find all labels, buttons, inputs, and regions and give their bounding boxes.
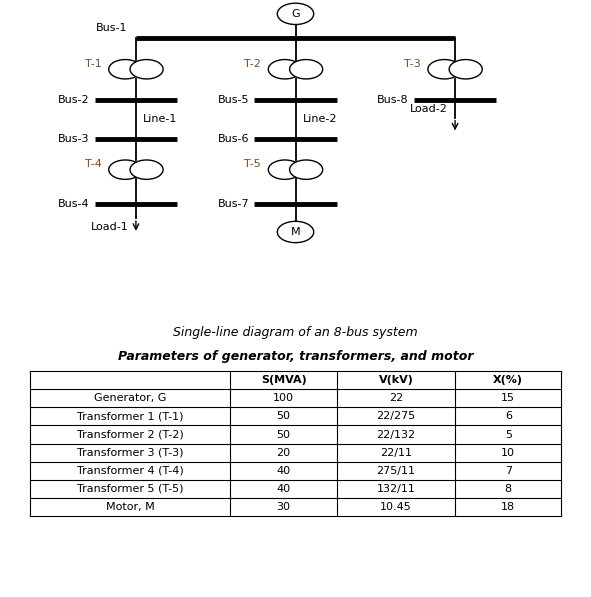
Circle shape [109, 160, 142, 179]
Circle shape [268, 160, 301, 179]
Text: Transformer 1 (T-1): Transformer 1 (T-1) [77, 411, 183, 421]
Text: T-5: T-5 [245, 159, 261, 170]
Circle shape [290, 60, 323, 79]
Circle shape [428, 60, 461, 79]
Text: Bus-7: Bus-7 [217, 199, 249, 210]
Circle shape [268, 60, 301, 79]
Text: Transformer 2 (T-2): Transformer 2 (T-2) [77, 429, 183, 439]
Text: 22: 22 [389, 393, 403, 404]
Text: 50: 50 [277, 411, 291, 421]
Text: 275/11: 275/11 [376, 466, 415, 476]
Text: 100: 100 [273, 393, 294, 404]
Text: Bus-8: Bus-8 [377, 96, 409, 106]
Text: 40: 40 [277, 466, 291, 476]
Circle shape [277, 3, 314, 24]
Text: M: M [291, 227, 300, 237]
Text: S(MVA): S(MVA) [261, 376, 307, 385]
Text: T-2: T-2 [244, 59, 261, 69]
Text: 15: 15 [501, 393, 515, 404]
Text: 8: 8 [505, 484, 512, 494]
Text: 40: 40 [277, 484, 291, 494]
Text: T-4: T-4 [85, 159, 102, 170]
Text: Motor, M: Motor, M [106, 501, 154, 512]
Text: 22/275: 22/275 [376, 411, 415, 421]
Text: 7: 7 [505, 466, 512, 476]
Text: T-3: T-3 [404, 59, 421, 69]
Text: Generator, G: Generator, G [94, 393, 166, 404]
Circle shape [290, 160, 323, 179]
Circle shape [130, 60, 163, 79]
Text: 18: 18 [501, 501, 515, 512]
Text: Line-1: Line-1 [143, 115, 177, 124]
Circle shape [277, 221, 314, 242]
Text: G: G [291, 9, 300, 19]
Circle shape [109, 60, 142, 79]
Text: Bus-1: Bus-1 [96, 23, 127, 33]
Text: 22/11: 22/11 [380, 448, 412, 457]
Text: V(kV): V(kV) [378, 376, 414, 385]
Text: 20: 20 [277, 448, 291, 457]
Text: Line-2: Line-2 [303, 115, 337, 124]
Text: 10: 10 [501, 448, 515, 457]
Text: Transformer 3 (T-3): Transformer 3 (T-3) [77, 448, 183, 457]
Text: 6: 6 [505, 411, 512, 421]
Text: Bus-2: Bus-2 [58, 96, 90, 106]
Text: 5: 5 [505, 429, 512, 439]
Text: Load-1: Load-1 [91, 221, 129, 232]
Text: Transformer 5 (T-5): Transformer 5 (T-5) [77, 484, 183, 494]
Circle shape [130, 160, 163, 179]
Text: T-1: T-1 [85, 59, 102, 69]
Text: Single-line diagram of an 8-bus system: Single-line diagram of an 8-bus system [173, 326, 418, 339]
Text: Bus-6: Bus-6 [218, 134, 249, 143]
Text: Bus-3: Bus-3 [59, 134, 90, 143]
Text: Parameters of generator, transformers, and motor: Parameters of generator, transformers, a… [118, 350, 473, 363]
Text: 30: 30 [277, 501, 291, 512]
Circle shape [449, 60, 482, 79]
Text: 22/132: 22/132 [376, 429, 415, 439]
Text: Bus-5: Bus-5 [218, 96, 249, 106]
Text: 10.45: 10.45 [380, 501, 412, 512]
Text: X(%): X(%) [493, 376, 523, 385]
Text: Transformer 4 (T-4): Transformer 4 (T-4) [77, 466, 183, 476]
Text: Load-2: Load-2 [410, 104, 448, 114]
Text: Bus-4: Bus-4 [58, 199, 90, 210]
Text: 132/11: 132/11 [376, 484, 415, 494]
Text: 50: 50 [277, 429, 291, 439]
